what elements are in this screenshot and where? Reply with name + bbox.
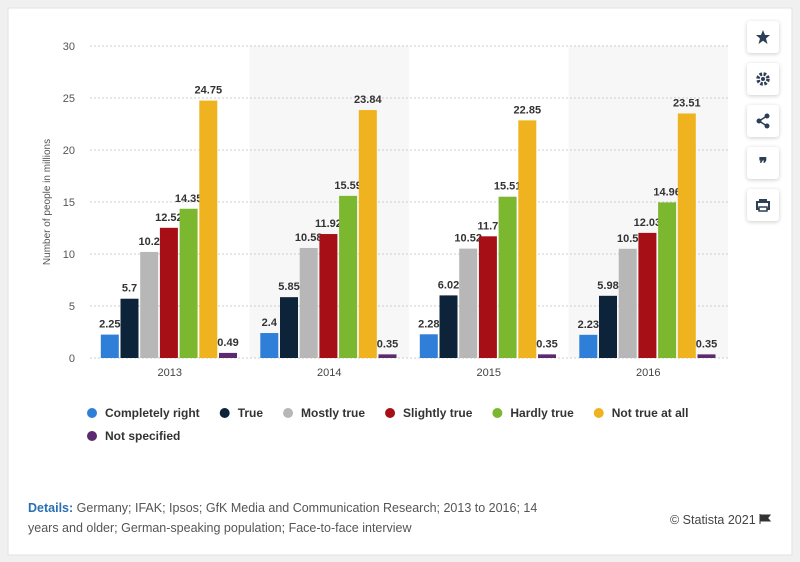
- bar: [358, 110, 377, 359]
- value-label: 5.7: [122, 283, 137, 295]
- bar: [478, 236, 497, 358]
- bar: [419, 334, 438, 358]
- value-label: 10.5: [617, 233, 638, 245]
- bar: [459, 248, 478, 358]
- y-tick-label: 20: [63, 145, 75, 157]
- bar: [498, 196, 517, 358]
- bar: [638, 232, 657, 358]
- bar: [179, 208, 198, 358]
- value-label: 2.4: [262, 317, 278, 329]
- legend-label: Not true at all: [612, 406, 689, 420]
- value-label: 0.49: [217, 337, 238, 349]
- legend-label: True: [238, 406, 264, 420]
- value-label: 2.23: [578, 319, 599, 331]
- value-label: 12.52: [155, 212, 183, 224]
- value-label: 0.35: [536, 338, 557, 350]
- value-label: 24.75: [195, 85, 223, 97]
- bar: [199, 100, 218, 358]
- bar: [219, 352, 237, 358]
- legend-marker: [283, 408, 294, 418]
- bar: [658, 202, 677, 358]
- bar: [100, 334, 119, 358]
- y-tick-label: 10: [63, 249, 75, 261]
- y-tick-label: 25: [63, 93, 75, 105]
- copyright-text: © Statista 2021: [670, 513, 756, 527]
- legend-marker: [219, 408, 230, 418]
- legend-marker: [492, 408, 503, 418]
- bar: [697, 354, 716, 358]
- value-label: 10.2: [138, 236, 159, 248]
- bar: [140, 251, 159, 358]
- bar: [159, 227, 178, 358]
- legend-marker: [593, 408, 604, 418]
- x-tick-label: 2016: [636, 367, 660, 379]
- svg-text:❞: ❞: [759, 156, 768, 173]
- settings-button[interactable]: [747, 63, 779, 95]
- bar: [319, 234, 338, 358]
- value-label: 2.28: [418, 318, 439, 330]
- bar: [439, 295, 458, 358]
- x-tick-label: 2014: [317, 367, 341, 379]
- bar: [120, 298, 139, 358]
- legend-label: Slightly true: [403, 406, 473, 420]
- value-label: 5.98: [597, 280, 618, 292]
- print-button[interactable]: [747, 189, 779, 221]
- bar: [518, 120, 537, 358]
- bar: [280, 297, 298, 358]
- y-tick-label: 5: [69, 301, 75, 313]
- value-label: 12.03: [634, 217, 662, 229]
- favorite-button[interactable]: [747, 21, 779, 53]
- y-tick-label: 0: [69, 353, 75, 365]
- bar: [339, 195, 358, 358]
- legend-marker: [87, 431, 97, 441]
- x-tick-label: 2013: [158, 367, 182, 379]
- value-label: 10.52: [454, 233, 482, 245]
- bar: [378, 354, 397, 358]
- share-button[interactable]: [747, 105, 779, 137]
- bar: [579, 334, 598, 358]
- value-label: 23.84: [354, 94, 382, 106]
- bar: [618, 248, 637, 358]
- value-label: 15.59: [334, 180, 362, 192]
- value-label: 10.58: [295, 232, 323, 244]
- value-label: 14.35: [175, 193, 203, 205]
- details-text: Germany; IFAK; Ipsos; GfK Media and Comm…: [28, 501, 538, 535]
- value-label: 2.25: [99, 319, 120, 331]
- legend-label: Mostly true: [301, 406, 365, 420]
- value-label: 22.85: [514, 104, 542, 116]
- bar: [299, 247, 318, 358]
- value-label: 6.02: [438, 279, 459, 291]
- value-label: 23.51: [673, 97, 701, 109]
- value-label: 5.85: [278, 281, 299, 293]
- legend-label: Not specified: [105, 429, 180, 443]
- y-tick-label: 30: [63, 41, 75, 53]
- legend-marker: [87, 408, 97, 418]
- legend-marker: [385, 408, 396, 418]
- legend-label: Hardly true: [510, 406, 574, 420]
- value-label: 0.35: [377, 338, 398, 350]
- value-label: 11.7: [477, 220, 498, 232]
- details: Details: Germany; IFAK; Ipsos; GfK Media…: [28, 498, 548, 538]
- details-label: Details:: [28, 501, 74, 515]
- value-label: 11.92: [315, 218, 342, 230]
- legend-label: Completely right: [105, 406, 200, 420]
- bar: [599, 295, 617, 358]
- cite-button[interactable]: ❞: [747, 147, 779, 179]
- bar: [260, 333, 279, 358]
- copyright: © Statista 2021: [670, 513, 772, 527]
- bar: [538, 354, 556, 358]
- bar: [677, 113, 696, 358]
- value-label: 15.51: [494, 181, 522, 193]
- y-tick-label: 15: [63, 197, 75, 209]
- x-tick-label: 2015: [477, 367, 501, 379]
- y-axis-label: Number of people in millions: [42, 139, 53, 265]
- value-label: 14.96: [653, 186, 681, 198]
- value-label: 0.35: [696, 338, 717, 350]
